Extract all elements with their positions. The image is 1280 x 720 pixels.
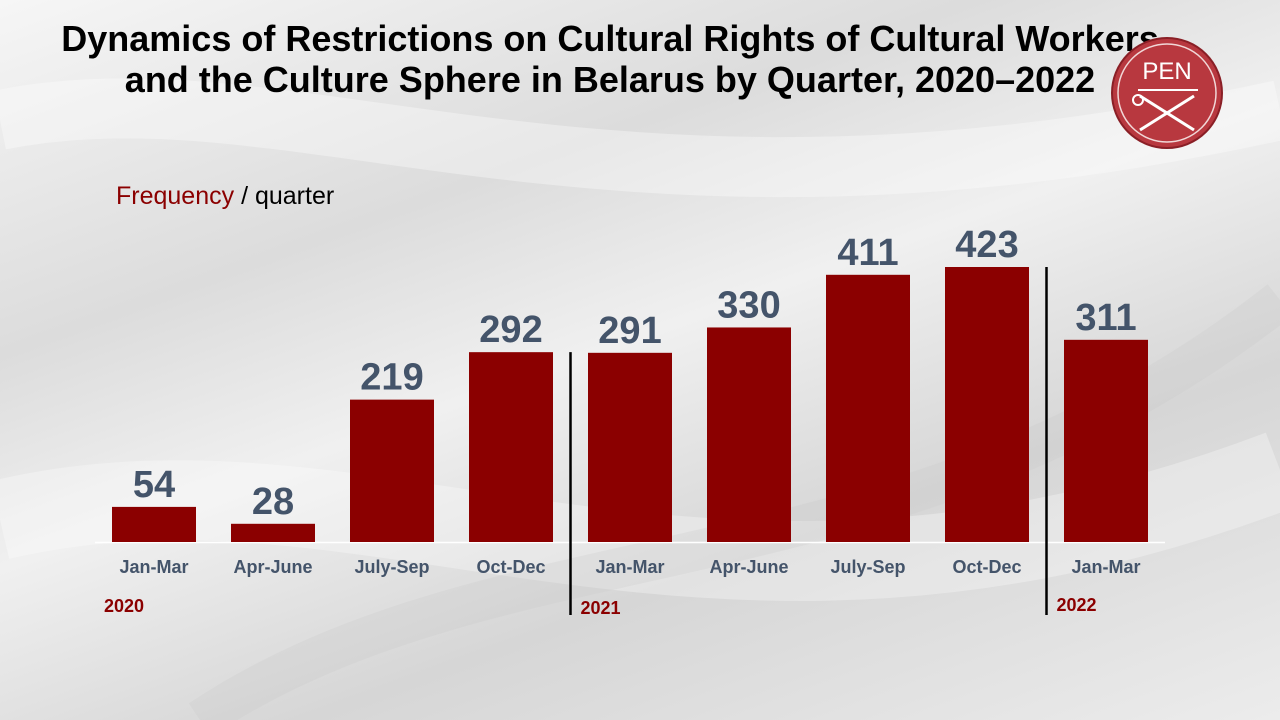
- x-tick-label: Apr-June: [709, 557, 788, 577]
- bar: [1064, 339, 1148, 542]
- bar-value-label: 54: [133, 464, 175, 506]
- x-tick-label: July-Sep: [830, 557, 905, 577]
- x-tick-label: Oct-Dec: [476, 557, 545, 577]
- bar: [588, 352, 672, 542]
- bar-value-label: 292: [479, 309, 542, 351]
- frequency-axis-label: Frequency / quarter: [116, 182, 334, 211]
- bar-value-label: 28: [252, 481, 294, 523]
- frequency-suffix: / quarter: [234, 182, 335, 210]
- x-tick-label: July-Sep: [354, 557, 429, 577]
- year-label: 2021: [581, 598, 621, 618]
- bar: [231, 523, 315, 542]
- bar-value-label: 411: [837, 232, 898, 274]
- year-label: 2020: [104, 596, 144, 616]
- x-tick-label: Jan-Mar: [119, 557, 188, 577]
- logo-text: PEN: [1142, 58, 1191, 85]
- x-tick-label: Apr-June: [233, 557, 312, 577]
- bar: [469, 352, 553, 542]
- year-label: 2022: [1057, 595, 1097, 615]
- x-tick-label: Oct-Dec: [952, 557, 1021, 577]
- bar-value-label: 423: [955, 224, 1018, 266]
- pen-logo: PEN: [1111, 37, 1223, 149]
- frequency-word: Frequency: [116, 182, 235, 210]
- x-tick-label: Jan-Mar: [595, 557, 664, 577]
- chart-title: Dynamics of Restrictions on Cultural Rig…: [61, 18, 1159, 100]
- bar: [350, 399, 434, 542]
- bar-value-label: 311: [1075, 297, 1136, 339]
- bar: [945, 267, 1029, 542]
- bar-value-label: 219: [360, 357, 423, 399]
- bar-value-label: 291: [598, 310, 661, 352]
- bar: [707, 327, 791, 542]
- bar: [112, 506, 196, 542]
- bar: [826, 274, 910, 542]
- x-tick-label: Jan-Mar: [1071, 557, 1140, 577]
- bar-value-label: 330: [717, 284, 780, 326]
